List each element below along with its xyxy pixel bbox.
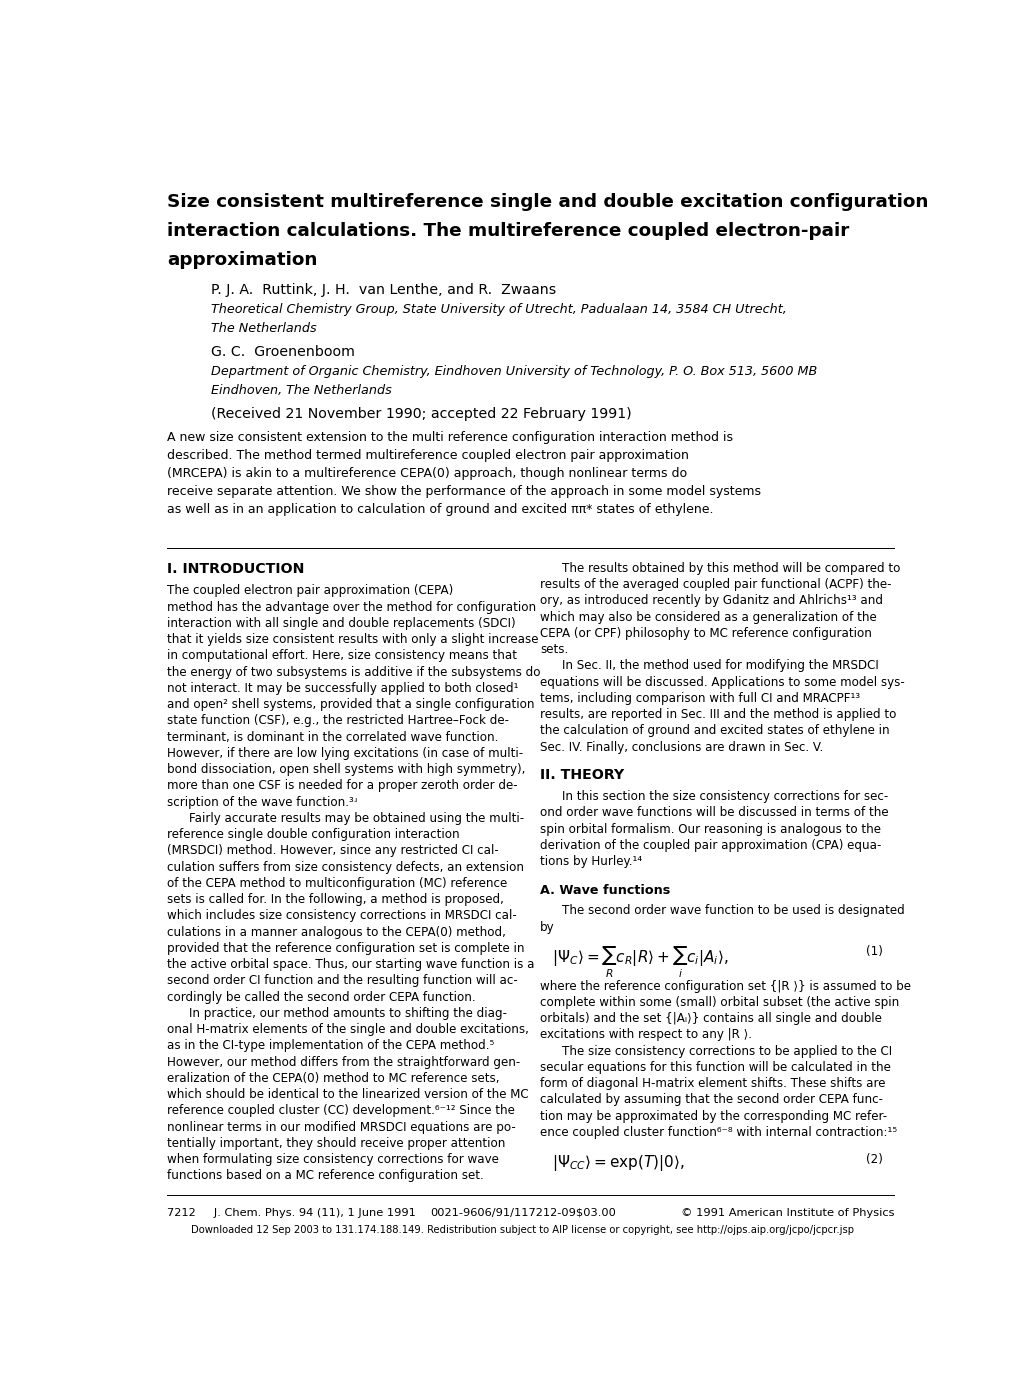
Text: The coupled electron pair approximation (CEPA): The coupled electron pair approximation …: [167, 584, 452, 597]
Text: provided that the reference configuration set is complete in: provided that the reference configuratio…: [167, 942, 524, 955]
Text: not interact. It may be successfully applied to both closed¹: not interact. It may be successfully app…: [167, 682, 518, 695]
Text: sets.: sets.: [540, 643, 568, 657]
Text: where the reference configuration set {|R ⟩} is assumed to be: where the reference configuration set {|…: [540, 980, 910, 992]
Text: $|\Psi_{CC}\rangle = \exp(T)|0\rangle,$: $|\Psi_{CC}\rangle = \exp(T)|0\rangle,$: [551, 1153, 684, 1173]
Text: In Sec. II, the method used for modifying the MRSDCI: In Sec. II, the method used for modifyin…: [561, 659, 878, 672]
Text: and open² shell systems, provided that a single configuration: and open² shell systems, provided that a…: [167, 698, 534, 711]
Text: ond order wave functions will be discussed in terms of the: ond order wave functions will be discuss…: [540, 806, 888, 819]
Text: as well as in an application to calculation of ground and excited ππ* states of : as well as in an application to calculat…: [167, 504, 713, 516]
Text: which may also be considered as a generalization of the: which may also be considered as a genera…: [540, 611, 876, 623]
Text: (MRSDCI) method. However, since any restricted CI cal-: (MRSDCI) method. However, since any rest…: [167, 844, 498, 858]
Text: nonlinear terms in our modified MRSDCI equations are po-: nonlinear terms in our modified MRSDCI e…: [167, 1120, 516, 1134]
Text: The results obtained by this method will be compared to: The results obtained by this method will…: [561, 562, 900, 575]
Text: approximation: approximation: [167, 251, 317, 269]
Text: interaction calculations. The multireference coupled electron-pair: interaction calculations. The multirefer…: [167, 222, 849, 240]
Text: tentially important, they should receive proper attention: tentially important, they should receive…: [167, 1137, 504, 1149]
Text: interaction with all single and double replacements (SDCI): interaction with all single and double r…: [167, 616, 516, 630]
Text: The second order wave function to be used is designated: The second order wave function to be use…: [561, 905, 904, 917]
Text: I. INTRODUCTION: I. INTRODUCTION: [167, 562, 304, 576]
Text: state function (CSF), e.g., the restricted Hartree–Fock de-: state function (CSF), e.g., the restrict…: [167, 715, 508, 727]
Text: 7212     J. Chem. Phys. 94 (11), 1 June 1991: 7212 J. Chem. Phys. 94 (11), 1 June 1991: [167, 1208, 416, 1217]
Text: Size consistent multireference single and double excitation configuration: Size consistent multireference single an…: [167, 193, 927, 211]
Text: Department of Organic Chemistry, Eindhoven University of Technology, P. O. Box 5: Department of Organic Chemistry, Eindhov…: [210, 365, 816, 379]
Text: functions based on a MC reference configuration set.: functions based on a MC reference config…: [167, 1169, 483, 1183]
Text: The Netherlands: The Netherlands: [210, 322, 316, 335]
Text: excitations with respect to any |R ⟩.: excitations with respect to any |R ⟩.: [540, 1029, 751, 1041]
Text: In this section the size consistency corrections for sec-: In this section the size consistency cor…: [561, 790, 888, 804]
Text: equations will be discussed. Applications to some model sys-: equations will be discussed. Application…: [540, 676, 904, 688]
Text: the energy of two subsystems is additive if the subsystems do: the energy of two subsystems is additive…: [167, 666, 540, 679]
Text: sets is called for. In the following, a method is proposed,: sets is called for. In the following, a …: [167, 892, 503, 906]
Text: Theoretical Chemistry Group, State University of Utrecht, Padualaan 14, 3584 CH : Theoretical Chemistry Group, State Unive…: [210, 304, 786, 316]
Text: of the CEPA method to multiconfiguration (MC) reference: of the CEPA method to multiconfiguration…: [167, 877, 506, 890]
Text: Sec. IV. Finally, conclusions are drawn in Sec. V.: Sec. IV. Finally, conclusions are drawn …: [540, 741, 822, 754]
Text: ence coupled cluster function⁶⁻⁸ with internal contraction:¹⁵: ence coupled cluster function⁶⁻⁸ with in…: [540, 1126, 897, 1140]
Text: A new size consistent extension to the multi reference configuration interaction: A new size consistent extension to the m…: [167, 430, 733, 444]
Text: The size consistency corrections to be applied to the CI: The size consistency corrections to be a…: [561, 1045, 892, 1058]
Text: described. The method termed multireference coupled electron pair approximation: described. The method termed multirefere…: [167, 448, 688, 462]
Text: tion may be approximated by the corresponding MC refer-: tion may be approximated by the correspo…: [540, 1109, 887, 1123]
Text: ory, as introduced recently by Gdanitz and Ahlrichs¹³ and: ory, as introduced recently by Gdanitz a…: [540, 594, 882, 608]
Text: scription of the wave function.³ʴ: scription of the wave function.³ʴ: [167, 795, 357, 809]
Text: CEPA (or CPF) philosophy to MC reference configuration: CEPA (or CPF) philosophy to MC reference…: [540, 627, 871, 640]
Text: In practice, our method amounts to shifting the diag-: In practice, our method amounts to shift…: [189, 1006, 506, 1020]
Text: bond dissociation, open shell systems with high symmetry),: bond dissociation, open shell systems wi…: [167, 763, 525, 776]
Text: (1): (1): [865, 945, 881, 959]
Text: method has the advantage over the method for configuration: method has the advantage over the method…: [167, 601, 536, 613]
Text: tions by Hurley.¹⁴: tions by Hurley.¹⁴: [540, 855, 642, 868]
Text: second order CI function and the resulting function will ac-: second order CI function and the resulti…: [167, 974, 518, 987]
Text: (Received 21 November 1990; accepted 22 February 1991): (Received 21 November 1990; accepted 22 …: [210, 407, 631, 421]
Text: cordingly be called the second order CEPA function.: cordingly be called the second order CEP…: [167, 991, 475, 1004]
Text: secular equations for this function will be calculated in the: secular equations for this function will…: [540, 1060, 891, 1074]
Text: II. THEORY: II. THEORY: [540, 768, 624, 781]
Text: receive separate attention. We show the performance of the approach in some mode: receive separate attention. We show the …: [167, 484, 760, 498]
Text: results, are reported in Sec. III and the method is applied to: results, are reported in Sec. III and th…: [540, 708, 896, 722]
Text: as in the CI-type implementation of the CEPA method.⁵: as in the CI-type implementation of the …: [167, 1040, 494, 1052]
Text: the calculation of ground and excited states of ethylene in: the calculation of ground and excited st…: [540, 725, 889, 737]
Text: reference coupled cluster (CC) development.⁶⁻¹² Since the: reference coupled cluster (CC) developme…: [167, 1105, 515, 1117]
Text: calculated by assuming that the second order CEPA func-: calculated by assuming that the second o…: [540, 1094, 882, 1106]
Text: culations in a manner analogous to the CEPA(0) method,: culations in a manner analogous to the C…: [167, 926, 505, 938]
Text: spin orbital formalism. Our reasoning is analogous to the: spin orbital formalism. Our reasoning is…: [540, 823, 880, 836]
Text: (MRCEPA) is akin to a multireference CEPA(0) approach, though nonlinear terms do: (MRCEPA) is akin to a multireference CEP…: [167, 466, 687, 480]
Text: culation suffers from size consistency defects, an extension: culation suffers from size consistency d…: [167, 861, 524, 873]
Text: $|\Psi_C\rangle = \sum_R c_R|R\rangle + \sum_i c_i|A_i\rangle,$: $|\Psi_C\rangle = \sum_R c_R|R\rangle + …: [551, 945, 728, 980]
Text: Fairly accurate results may be obtained using the multi-: Fairly accurate results may be obtained …: [189, 812, 524, 824]
Text: which should be identical to the linearized version of the MC: which should be identical to the lineari…: [167, 1088, 528, 1101]
Text: in computational effort. Here, size consistency means that: in computational effort. Here, size cons…: [167, 650, 517, 662]
Text: reference single double configuration interaction: reference single double configuration in…: [167, 829, 460, 841]
Text: However, our method differs from the straightforward gen-: However, our method differs from the str…: [167, 1055, 520, 1069]
Text: form of diagonal H-matrix element shifts. These shifts are: form of diagonal H-matrix element shifts…: [540, 1077, 884, 1090]
Text: 0021-9606/91/117212-09$03.00: 0021-9606/91/117212-09$03.00: [429, 1208, 615, 1217]
Text: eralization of the CEPA(0) method to MC reference sets,: eralization of the CEPA(0) method to MC …: [167, 1072, 499, 1085]
Text: complete within some (small) orbital subset (the active spin: complete within some (small) orbital sub…: [540, 997, 899, 1009]
Text: P. J. A.  Ruttink, J. H.  van Lenthe, and R.  Zwaans: P. J. A. Ruttink, J. H. van Lenthe, and …: [210, 283, 555, 297]
Text: results of the averaged coupled pair functional (ACPF) the-: results of the averaged coupled pair fun…: [540, 579, 891, 591]
Text: by: by: [540, 920, 554, 934]
Text: that it yields size consistent results with only a slight increase: that it yields size consistent results w…: [167, 633, 538, 647]
Text: when formulating size consistency corrections for wave: when formulating size consistency correc…: [167, 1153, 498, 1166]
Text: © 1991 American Institute of Physics: © 1991 American Institute of Physics: [680, 1208, 894, 1217]
Text: (2): (2): [865, 1153, 881, 1166]
Text: terminant, is dominant in the correlated wave function.: terminant, is dominant in the correlated…: [167, 730, 498, 744]
Text: the active orbital space. Thus, our starting wave function is a: the active orbital space. Thus, our star…: [167, 958, 534, 972]
Text: Downloaded 12 Sep 2003 to 131.174.188.149. Redistribution subject to AIP license: Downloaded 12 Sep 2003 to 131.174.188.14…: [191, 1224, 854, 1235]
Text: G. C.  Groenenboom: G. C. Groenenboom: [210, 346, 354, 359]
Text: which includes size consistency corrections in MRSDCI cal-: which includes size consistency correcti…: [167, 909, 517, 923]
Text: However, if there are low lying excitations (in case of multi-: However, if there are low lying excitati…: [167, 747, 523, 759]
Text: onal H-matrix elements of the single and double excitations,: onal H-matrix elements of the single and…: [167, 1023, 529, 1035]
Text: orbitals) and the set {|Aᵢ⟩} contains all single and double: orbitals) and the set {|Aᵢ⟩} contains al…: [540, 1012, 881, 1026]
Text: more than one CSF is needed for a proper zeroth order de-: more than one CSF is needed for a proper…: [167, 780, 518, 793]
Text: derivation of the coupled pair approximation (CPA) equa-: derivation of the coupled pair approxima…: [540, 838, 880, 852]
Text: Eindhoven, The Netherlands: Eindhoven, The Netherlands: [210, 383, 391, 397]
Text: tems, including comparison with full CI and MRACPF¹³: tems, including comparison with full CI …: [540, 693, 859, 705]
Text: A. Wave functions: A. Wave functions: [540, 884, 669, 897]
